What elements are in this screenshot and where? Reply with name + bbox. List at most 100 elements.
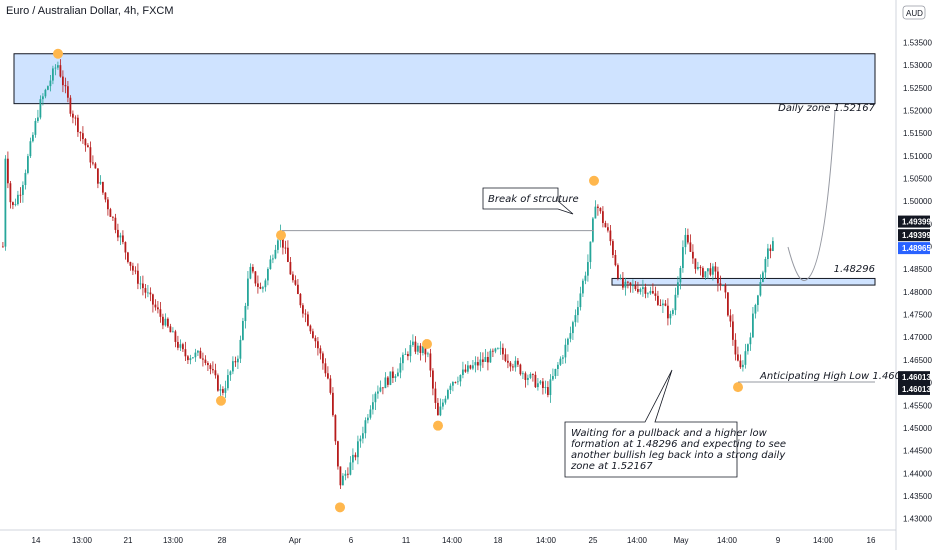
- candle-body: [537, 383, 539, 388]
- candle-body: [4, 158, 7, 247]
- price-tag-label: 1.49399: [902, 231, 931, 240]
- price-tick-label: 1.44000: [903, 469, 932, 478]
- candle-body: [387, 377, 389, 385]
- candle-body: [209, 365, 212, 370]
- candle-body: [62, 76, 64, 86]
- candle-body: [669, 313, 672, 319]
- candle-body: [709, 268, 712, 275]
- candle-body: [379, 387, 382, 392]
- candle-body: [82, 133, 84, 140]
- candle-body: [169, 326, 172, 333]
- price-tag: [898, 229, 930, 242]
- candle-body: [567, 338, 569, 345]
- price-tick-label: 1.43500: [903, 492, 932, 501]
- candle-body: [32, 134, 34, 142]
- candle-body: [354, 454, 357, 458]
- currency-badge-label: AUD: [906, 9, 923, 18]
- candle-body: [57, 65, 59, 68]
- price-tick-label: 1.50000: [903, 197, 932, 206]
- candle-body: [332, 392, 334, 416]
- candle-body: [577, 307, 579, 316]
- candle-body: [722, 285, 724, 287]
- candle-body: [212, 369, 214, 371]
- candle-body: [134, 270, 137, 272]
- candle-body: [699, 267, 702, 269]
- candle-body: [127, 252, 129, 262]
- candle-body: [449, 385, 452, 391]
- candle-body: [322, 353, 324, 364]
- candle-body: [717, 271, 719, 284]
- time-tick-label: 14:00: [717, 536, 738, 545]
- candle-body: [149, 292, 152, 295]
- candle-body: [132, 265, 134, 271]
- candle-body: [272, 258, 274, 260]
- candle-body: [257, 283, 259, 287]
- candle-body: [557, 364, 559, 369]
- candle-body: [189, 358, 192, 361]
- candle-body: [734, 339, 737, 355]
- candle-body: [564, 344, 567, 358]
- candle-body: [562, 357, 564, 359]
- candle-body: [282, 232, 284, 248]
- candle-body: [294, 280, 297, 285]
- candle-body: [639, 289, 642, 292]
- candle-body: [474, 362, 477, 366]
- candle-body: [154, 304, 157, 308]
- candle-body: [672, 310, 674, 314]
- candle-body: [517, 360, 519, 365]
- candle-body: [587, 262, 589, 276]
- candle-body: [487, 356, 489, 363]
- candle-body: [419, 345, 422, 353]
- candle-body: [654, 293, 657, 296]
- candle-body: [502, 347, 504, 355]
- candle-body: [544, 387, 547, 388]
- candle-body: [309, 325, 312, 332]
- level-label: 1.48296: [834, 264, 875, 275]
- price-tick-label: 1.44500: [903, 447, 932, 456]
- candle-body: [732, 321, 734, 340]
- candle-body: [437, 402, 439, 416]
- price-tick-label: 1.48000: [903, 288, 932, 297]
- time-tick-label: 14: [32, 536, 41, 545]
- candle-body: [207, 362, 209, 366]
- candle-body: [482, 359, 484, 362]
- candle-body: [444, 398, 447, 403]
- candle-body: [364, 420, 367, 434]
- candle-body: [754, 304, 757, 314]
- candle-body: [299, 294, 302, 306]
- candle-body: [479, 359, 482, 366]
- candle-body: [614, 255, 617, 266]
- price-tick-label: 1.51500: [903, 129, 932, 138]
- candle-body: [129, 261, 132, 266]
- price-tick-label: 1.53000: [903, 61, 932, 70]
- candle-body: [174, 331, 177, 342]
- time-tick-label: 25: [589, 536, 598, 545]
- candle-body: [757, 295, 759, 305]
- candle-body: [77, 117, 79, 133]
- time-tick-label: 14:00: [627, 536, 648, 545]
- candle-body: [164, 318, 167, 326]
- candle-body: [334, 415, 337, 442]
- candle-body: [659, 304, 662, 306]
- candle-body: [404, 354, 407, 355]
- price-tick-label: 1.52000: [903, 106, 932, 115]
- candle-body: [104, 192, 107, 200]
- candle-body: [574, 315, 577, 323]
- candle-body: [494, 348, 497, 352]
- candle-body: [647, 293, 649, 295]
- candle-body: [599, 207, 602, 212]
- candle-body: [532, 374, 534, 375]
- candle-body: [462, 369, 464, 375]
- candle-body: [589, 241, 592, 263]
- candle-body: [314, 337, 317, 342]
- candle-body: [117, 229, 119, 238]
- time-tick-label: 18: [494, 536, 503, 545]
- candle-body: [54, 67, 57, 69]
- price-tag: [898, 242, 930, 255]
- candle-body: [254, 271, 257, 284]
- candle-body: [167, 318, 169, 327]
- price-tick-label: 1.43000: [903, 515, 932, 524]
- candle-body: [94, 163, 97, 169]
- candle-body: [434, 388, 437, 403]
